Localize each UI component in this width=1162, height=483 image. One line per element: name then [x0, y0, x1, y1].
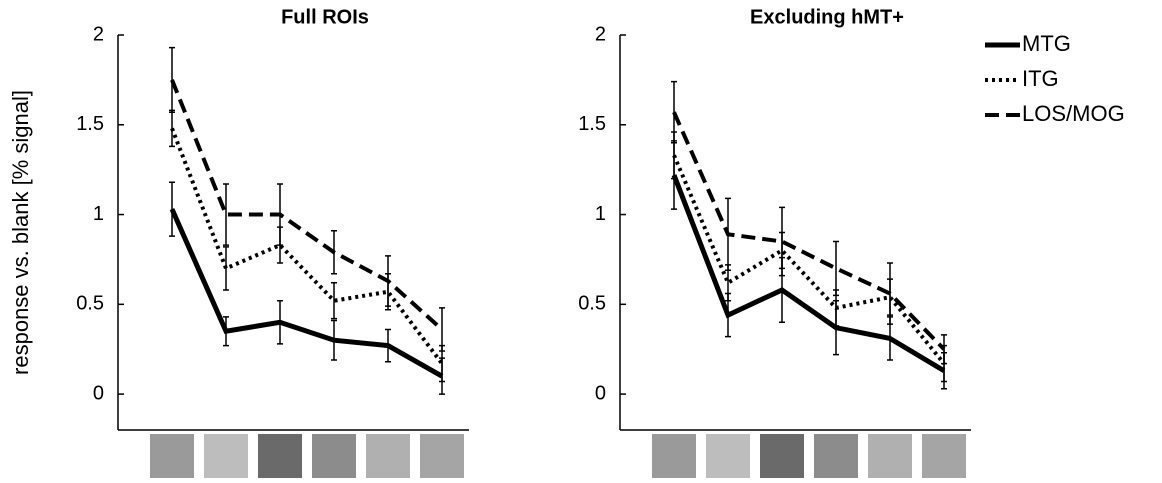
category-image — [706, 434, 750, 478]
error-bar — [223, 183, 229, 246]
y-tick-label: 1.5 — [76, 113, 104, 135]
category-image — [868, 434, 912, 478]
series-line — [170, 79, 444, 331]
error-bar — [725, 197, 731, 271]
category-image — [150, 434, 194, 478]
legend-label: MTG — [1022, 31, 1071, 56]
chart-title: Excluding hMT+ — [750, 6, 904, 28]
category-image — [814, 434, 858, 478]
error-bar — [833, 240, 839, 297]
error-bar — [331, 229, 337, 275]
error-bar — [385, 255, 391, 307]
legend-label: LOS/MOG — [1022, 101, 1125, 126]
category-image — [312, 434, 356, 478]
category-image — [204, 434, 248, 478]
error-bar — [887, 262, 893, 325]
category-image — [420, 434, 464, 478]
category-image — [922, 434, 966, 478]
y-tick-label: 0 — [595, 382, 606, 404]
error-bar — [941, 334, 947, 365]
error-bar — [223, 246, 229, 291]
error-bar — [385, 328, 391, 363]
y-axis-label: response vs. blank [% signal] — [8, 90, 33, 375]
chart-title: Full ROIs — [281, 6, 369, 28]
category-image — [258, 434, 302, 478]
y-tick-label: 0 — [93, 382, 104, 404]
y-tick-label: 1 — [93, 203, 104, 225]
category-image — [366, 434, 410, 478]
y-tick-label: 2 — [595, 23, 606, 45]
error-bar — [277, 183, 283, 246]
y-tick-label: 2 — [93, 23, 104, 45]
error-bar — [277, 299, 283, 345]
series-line — [671, 174, 946, 373]
series-line — [672, 111, 946, 351]
category-image — [652, 434, 696, 478]
series-line — [170, 127, 444, 365]
error-bar — [671, 80, 677, 144]
error-bar — [331, 282, 337, 320]
error-bar — [169, 181, 175, 237]
y-tick-label: 1 — [595, 203, 606, 225]
error-bar — [331, 319, 337, 361]
legend-label: ITG — [1022, 66, 1059, 91]
category-image — [760, 434, 804, 478]
y-tick-label: 0.5 — [76, 293, 104, 315]
series-line — [169, 208, 444, 379]
error-bar — [779, 206, 785, 277]
y-tick-label: 0.5 — [578, 293, 606, 315]
series-line — [672, 154, 946, 365]
y-tick-label: 1.5 — [578, 113, 606, 135]
error-bar — [169, 46, 175, 113]
error-bar — [439, 307, 445, 352]
error-bar — [223, 316, 229, 347]
